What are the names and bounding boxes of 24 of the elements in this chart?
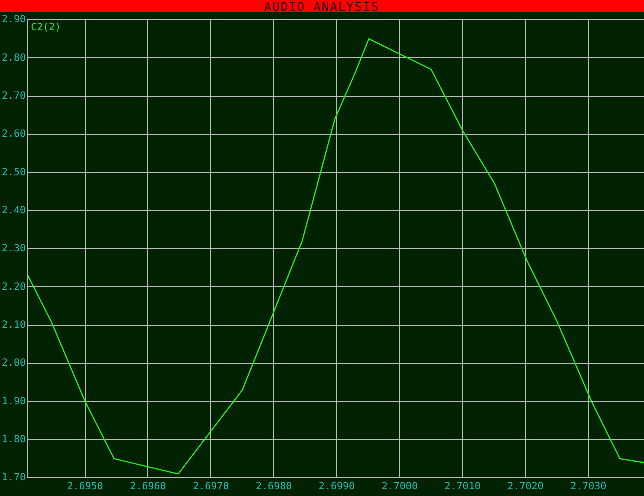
x-tick-label: 2.6980 [256,482,292,493]
x-tick-label: 2.7030 [570,482,607,493]
y-tick-label: 2.70 [2,90,26,102]
y-tick-label: 2.00 [2,358,26,370]
y-tick-label: 2.60 [2,129,26,140]
y-tick-label: 2.40 [2,205,26,216]
x-tick-label: 2.7000 [382,482,418,493]
x-tick-label: 2.7010 [444,482,481,493]
y-tick-label: 1.80 [2,434,26,446]
x-tick-label: 2.6970 [193,482,230,493]
y-tick-label: 1.70 [2,472,26,484]
y-tick-label: 2.10 [2,320,26,331]
x-tick-label: 2.7020 [508,482,544,493]
y-tick-label: 2.80 [2,52,26,64]
text: C2(2) [31,22,62,34]
y-tick-label: 2.20 [2,282,26,293]
y-tick-label: 2.30 [2,244,26,255]
chart-title: AUDIO ANALYSIS [0,0,644,14]
y-tick-label: 2.90 [2,14,26,26]
x-tick-label: 2.6990 [318,482,356,493]
y-tick-label: 1.90 [2,396,26,408]
x-tick-label: 2.6950 [67,482,104,493]
y-tick-label: 2.50 [2,167,26,178]
x-tick-label: 2.6960 [130,482,166,493]
